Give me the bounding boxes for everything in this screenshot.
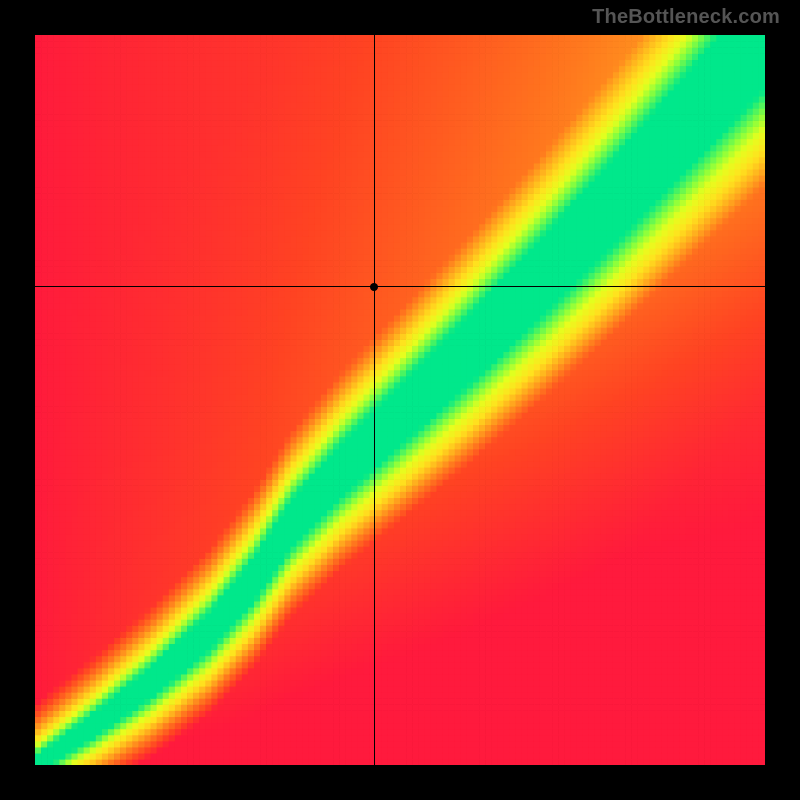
watermark-text: TheBottleneck.com [592,6,780,29]
page-root: TheBottleneck.com [0,0,800,800]
heatmap-canvas [35,35,765,765]
crosshair-vertical-line [374,35,375,765]
heatmap-plot [35,35,765,765]
crosshair-horizontal-line [35,286,765,287]
